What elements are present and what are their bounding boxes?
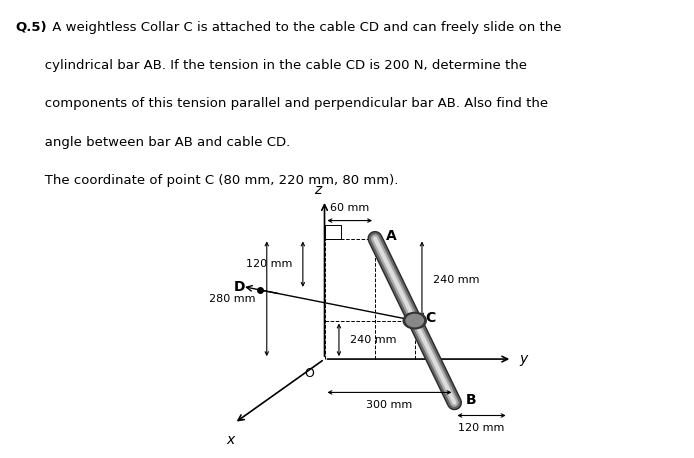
Text: D: D — [234, 280, 245, 294]
Text: angle between bar AB and cable CD.: angle between bar AB and cable CD. — [15, 136, 290, 148]
Text: 240 mm: 240 mm — [350, 335, 396, 345]
Text: The coordinate of point C (80 mm, 220 mm, 80 mm).: The coordinate of point C (80 mm, 220 mm… — [15, 174, 398, 187]
Text: z: z — [314, 184, 321, 197]
Text: components of this tension parallel and perpendicular bar AB. Also find the: components of this tension parallel and … — [15, 97, 548, 110]
Text: x: x — [226, 433, 235, 447]
Text: y: y — [519, 352, 527, 366]
Text: A weightless Collar C is attached to the cable CD and can freely slide on the: A weightless Collar C is attached to the… — [48, 21, 561, 34]
Text: A: A — [386, 229, 396, 243]
Text: Q.5): Q.5) — [15, 21, 46, 34]
Text: 60 mm: 60 mm — [330, 203, 369, 213]
Text: 240 mm: 240 mm — [433, 274, 480, 284]
Text: 300 mm: 300 mm — [366, 400, 413, 410]
Text: B: B — [465, 393, 476, 407]
Text: 120 mm: 120 mm — [246, 259, 292, 269]
Circle shape — [403, 312, 426, 329]
Text: C: C — [425, 311, 436, 325]
Text: 280 mm: 280 mm — [210, 294, 256, 304]
Circle shape — [406, 315, 423, 327]
Text: O: O — [304, 367, 314, 380]
Text: 120 mm: 120 mm — [458, 423, 505, 433]
Text: cylindrical bar AB. If the tension in the cable CD is 200 N, determine the: cylindrical bar AB. If the tension in th… — [15, 59, 527, 72]
